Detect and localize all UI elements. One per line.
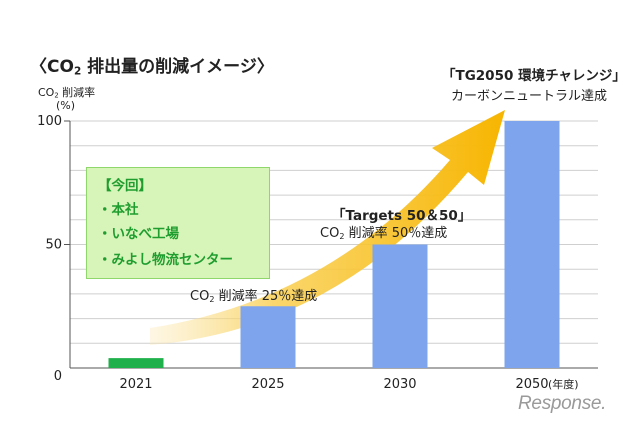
y-axis-unit: (%): [56, 99, 76, 112]
callout-item: ・本社: [98, 202, 139, 218]
x-tick-label: 2030: [383, 377, 416, 392]
current-sites-callout: [86, 167, 270, 279]
x-tick-label: 2021: [119, 377, 152, 392]
annotation-2050-title: 「TG2050 環境チャレンジ」: [442, 68, 626, 84]
annotation-2030-title: 「Targets 50＆50」: [332, 208, 472, 224]
chart-title: 〈CO2 排出量の削減イメージ〉: [30, 57, 274, 78]
annotation-2025: CO2 削減率 25％達成: [190, 289, 318, 304]
y-tick-label: 0: [54, 369, 62, 384]
y-axis-label: CO2 削減率: [38, 86, 96, 100]
x-axis-unit: (年度): [548, 378, 579, 391]
bars: [108, 121, 560, 368]
response-logo: Response.: [518, 393, 607, 414]
x-tick-label: 2025: [251, 377, 284, 392]
y-tick-label: 50: [45, 238, 62, 253]
x-tick-label: 2050: [515, 377, 548, 392]
callout-item: ・みよし物流センター: [98, 252, 233, 268]
annotation-2050: カーボンニュートラル達成: [451, 89, 608, 104]
bar-2021: [108, 358, 164, 368]
annotation-2030: CO2 削減率 50％達成: [320, 226, 448, 241]
axis-labels: 0 50 100 2021 2025 2030 2050: [37, 114, 548, 392]
callout-heading: 【今回】: [98, 178, 152, 194]
bar-2025: [240, 306, 296, 368]
bar-2030: [372, 244, 428, 368]
y-tick-label: 100: [37, 114, 62, 129]
growth-arrow: [150, 110, 505, 345]
callout-item: ・いなべ工場: [98, 226, 179, 242]
bar-2050: [504, 121, 560, 368]
